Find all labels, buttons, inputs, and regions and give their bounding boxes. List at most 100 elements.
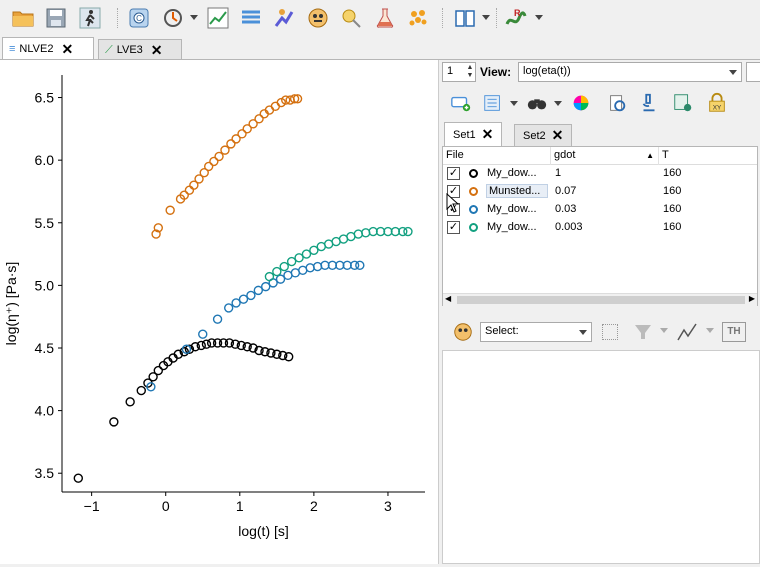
file-cell[interactable]: My_dow... <box>487 203 537 215</box>
data-point <box>189 180 199 190</box>
funnel-dropdown[interactable] <box>660 328 668 333</box>
svg-text:C: C <box>136 14 142 23</box>
plot-icon[interactable] <box>205 5 231 31</box>
y-tick-label: 5.5 <box>35 215 55 231</box>
theory-select[interactable]: Select: <box>480 322 592 342</box>
fit-dropdown[interactable] <box>706 328 714 333</box>
tab-label: Set1 <box>453 128 476 141</box>
cycle-dropdown-arrow[interactable] <box>190 15 198 20</box>
row-checkbox[interactable]: ✓ <box>447 167 460 180</box>
file-cell[interactable]: My_dow... <box>487 167 537 179</box>
y-tick-label: 4.0 <box>35 403 55 419</box>
tab-lve3[interactable]: ⟋ LVE3 ✕ <box>98 39 182 60</box>
data-point <box>398 226 408 237</box>
fit-curve-icon[interactable] <box>676 322 700 342</box>
scrollbar-thumb[interactable] <box>457 296 745 304</box>
book-icon[interactable] <box>452 5 478 31</box>
plot-area[interactable]: −1 0 1 2 3 3.5 4.0 4.5 5.0 5.5 6.0 6.5 log(t) [s] log… <box>0 60 438 564</box>
flask-icon[interactable] <box>372 5 398 31</box>
data-point <box>270 101 281 112</box>
view-select[interactable]: log(eta(t)) <box>518 62 742 82</box>
table-row[interactable]: ✓ Munsted... 0.07 160 <box>443 183 757 201</box>
tab-nlve2[interactable]: ≡ NLVE2 ✕ <box>2 37 94 60</box>
close-icon[interactable]: ✕ <box>150 41 163 58</box>
data-point <box>151 229 161 239</box>
row-checkbox[interactable]: ✓ <box>447 185 460 198</box>
data-point <box>206 338 217 348</box>
data-point <box>218 338 229 348</box>
close-icon[interactable]: ✕ <box>61 40 74 57</box>
tab-set2[interactable]: Set2 ✕ <box>514 124 573 146</box>
open-dataset-dropdown[interactable] <box>510 101 518 106</box>
data-point <box>184 344 195 354</box>
data-point <box>292 94 303 104</box>
stack-icon[interactable] <box>238 5 264 31</box>
reptate-dropdown-arrow[interactable] <box>535 15 543 20</box>
close-icon[interactable]: ✕ <box>551 127 564 143</box>
lock-xy-icon[interactable]: XY <box>704 90 730 116</box>
x-axis-label: log(t) [s] <box>238 523 289 539</box>
table-row[interactable]: ✓ My_dow... 0.003 160 <box>443 219 757 237</box>
theory-th-icon[interactable]: TH <box>722 322 746 342</box>
horizontal-splitter[interactable] <box>442 310 760 314</box>
table-row[interactable]: ✓ My_dow... 1 160 <box>443 165 757 183</box>
funnel-icon[interactable] <box>634 324 652 340</box>
grid-icon[interactable] <box>602 324 618 340</box>
y-tick-label: 4.5 <box>35 340 55 356</box>
file-cell[interactable]: Munsted... <box>486 184 548 198</box>
mask-icon[interactable] <box>305 5 331 31</box>
theory-mask-icon[interactable] <box>452 321 474 343</box>
file-table[interactable]: File gdot ▲ T ✓ My_dow... 1 160 ✓ Munsted... 0… <box>442 146 758 306</box>
new-dataset-icon[interactable] <box>448 90 474 116</box>
data-point <box>214 151 224 162</box>
microscope-icon[interactable] <box>636 90 662 116</box>
plot-icon: ⟋ <box>105 43 113 56</box>
pin-icon[interactable] <box>338 5 364 31</box>
color-wheel-icon[interactable] <box>568 90 594 116</box>
data-point <box>242 342 252 352</box>
vertical-splitter[interactable] <box>438 60 442 564</box>
column-header-file[interactable]: File <box>443 147 551 165</box>
row-checkbox[interactable]: ✓ <box>447 221 460 234</box>
y-axis-label: log(η⁺) [Pa·s] <box>3 262 19 346</box>
tab-set1[interactable]: Set1 ✕ <box>444 122 503 146</box>
data-point <box>230 339 241 349</box>
view-count-spinbox[interactable]: 1 ▲ ▼ <box>442 62 476 82</box>
book-dropdown-arrow[interactable] <box>482 15 490 20</box>
binoculars-icon[interactable] <box>524 90 550 116</box>
open-folder-icon[interactable] <box>10 5 36 31</box>
data-point <box>254 345 264 356</box>
gdot-cell: 1 <box>555 167 562 179</box>
horizontal-scrollbar[interactable]: ◀ ▶ <box>443 293 757 306</box>
experiment-icon[interactable] <box>271 5 297 31</box>
view-options-button[interactable] <box>746 62 760 82</box>
x-tick-label: −1 <box>84 498 100 514</box>
gdot-cell: 0.07 <box>555 185 577 197</box>
scroll-left-icon[interactable]: ◀ <box>445 294 452 303</box>
column-header-gdot[interactable]: gdot ▲ <box>551 147 659 165</box>
settings-icon[interactable] <box>670 90 696 116</box>
run-icon[interactable] <box>77 5 103 31</box>
spin-arrows-icon[interactable]: ▲ ▼ <box>466 64 474 79</box>
column-header-t[interactable]: T <box>662 149 669 161</box>
y-tick-label: 6.5 <box>35 90 55 106</box>
reptate-icon[interactable]: R <box>503 5 529 31</box>
binoculars-dropdown[interactable] <box>554 101 562 106</box>
t-cell: 160 <box>663 167 682 179</box>
t-cell: 160 <box>663 185 682 197</box>
particles-icon[interactable] <box>405 5 431 31</box>
data-point <box>266 348 276 358</box>
save-icon[interactable] <box>43 5 69 31</box>
refresh-icon[interactable] <box>604 90 630 116</box>
open-dataset-icon[interactable] <box>480 90 506 116</box>
scroll-right-icon[interactable]: ▶ <box>748 294 755 303</box>
data-point <box>248 119 258 129</box>
file-cell[interactable]: My_dow... <box>487 221 537 233</box>
series-color-marker <box>469 169 478 178</box>
close-icon[interactable]: ✕ <box>481 126 494 142</box>
t-cell: 160 <box>663 221 682 233</box>
shift-icon[interactable]: C <box>126 5 152 31</box>
data-point <box>212 314 223 324</box>
cycle-icon[interactable] <box>160 5 186 31</box>
